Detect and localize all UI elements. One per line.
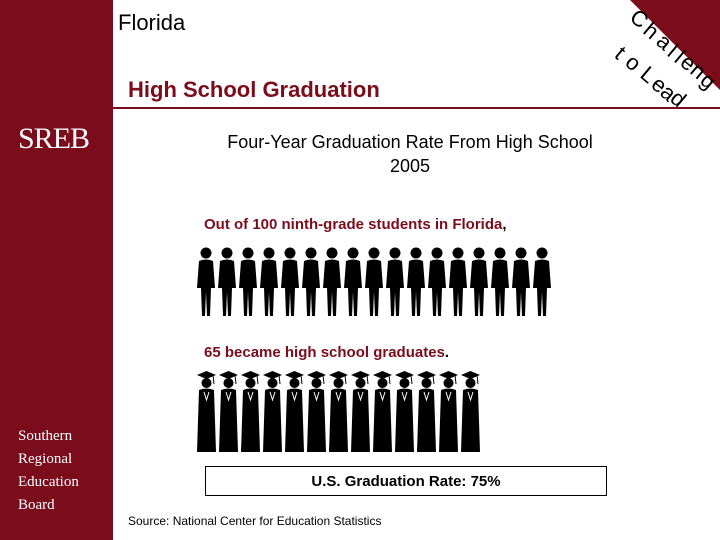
student-silhouette-icon xyxy=(512,247,530,316)
graduate-silhouette-icon xyxy=(351,371,370,452)
graduate-silhouette-icon xyxy=(241,371,260,452)
state-name: Florida xyxy=(118,10,186,35)
graduate-silhouette-icon xyxy=(307,371,326,452)
student-silhouette-icon xyxy=(260,247,278,316)
graduate-silhouette-icon xyxy=(439,371,458,452)
org-line-4: Board xyxy=(18,497,55,513)
student-silhouette-icon xyxy=(197,247,215,316)
student-silhouette-icon xyxy=(491,247,509,316)
student-silhouette-icon xyxy=(533,247,551,316)
students-callout-text: Out of 100 ninth-grade students in Flori… xyxy=(204,216,503,233)
student-silhouette-icon xyxy=(449,247,467,316)
student-silhouette-icon xyxy=(386,247,404,316)
graduate-silhouette-icon xyxy=(461,371,480,452)
graduate-silhouette-icon xyxy=(329,371,348,452)
graduate-silhouette-icon xyxy=(263,371,282,452)
graduate-silhouette-icon xyxy=(417,371,436,452)
student-row xyxy=(196,246,552,318)
chart-subtitle: Four-Year Graduation Rate From High Scho… xyxy=(160,130,660,178)
org-line-1: Southern xyxy=(18,428,73,444)
header-rule xyxy=(113,107,720,109)
graduates-callout-text: 65 became high school graduates xyxy=(204,344,445,361)
source-note: Source: National Center for Education St… xyxy=(128,514,382,528)
org-line-2: Regional xyxy=(18,451,73,467)
graduate-silhouette-icon xyxy=(285,371,304,452)
student-silhouette-icon xyxy=(323,247,341,316)
page-title: High School Graduation xyxy=(128,77,380,102)
student-silhouette-icon xyxy=(428,247,446,316)
sidebar xyxy=(0,0,113,540)
subtitle-line-1: Four-Year Graduation Rate From High Scho… xyxy=(227,132,593,152)
student-silhouette-icon xyxy=(302,247,320,316)
student-silhouette-icon xyxy=(470,247,488,316)
graduates-callout: 65 became high school graduates. xyxy=(204,344,449,361)
students-callout: Out of 100 ninth-grade students in Flori… xyxy=(204,216,507,233)
graduate-row xyxy=(196,370,481,454)
student-silhouette-icon xyxy=(365,247,383,316)
student-silhouette-icon xyxy=(239,247,257,316)
student-silhouette-icon xyxy=(344,247,362,316)
organization-name: Southern Regional Education Board xyxy=(18,425,79,517)
student-silhouette-icon xyxy=(218,247,236,316)
graduate-silhouette-icon xyxy=(197,371,216,452)
us-graduation-rate-box: U.S. Graduation Rate: 75% xyxy=(205,466,607,496)
graduate-silhouette-icon xyxy=(219,371,238,452)
us-graduation-rate: U.S. Graduation Rate: 75% xyxy=(311,472,501,490)
graduate-silhouette-icon xyxy=(395,371,414,452)
graduate-silhouette-icon xyxy=(373,371,392,452)
student-silhouette-icon xyxy=(407,247,425,316)
graduates-callout-punct: . xyxy=(444,344,450,361)
subtitle-line-2: 2005 xyxy=(389,156,431,176)
students-callout-punct: , xyxy=(502,216,507,233)
sreb-logo: SREB xyxy=(18,122,90,155)
student-silhouette-icon xyxy=(281,247,299,316)
org-line-3: Education xyxy=(18,474,79,490)
